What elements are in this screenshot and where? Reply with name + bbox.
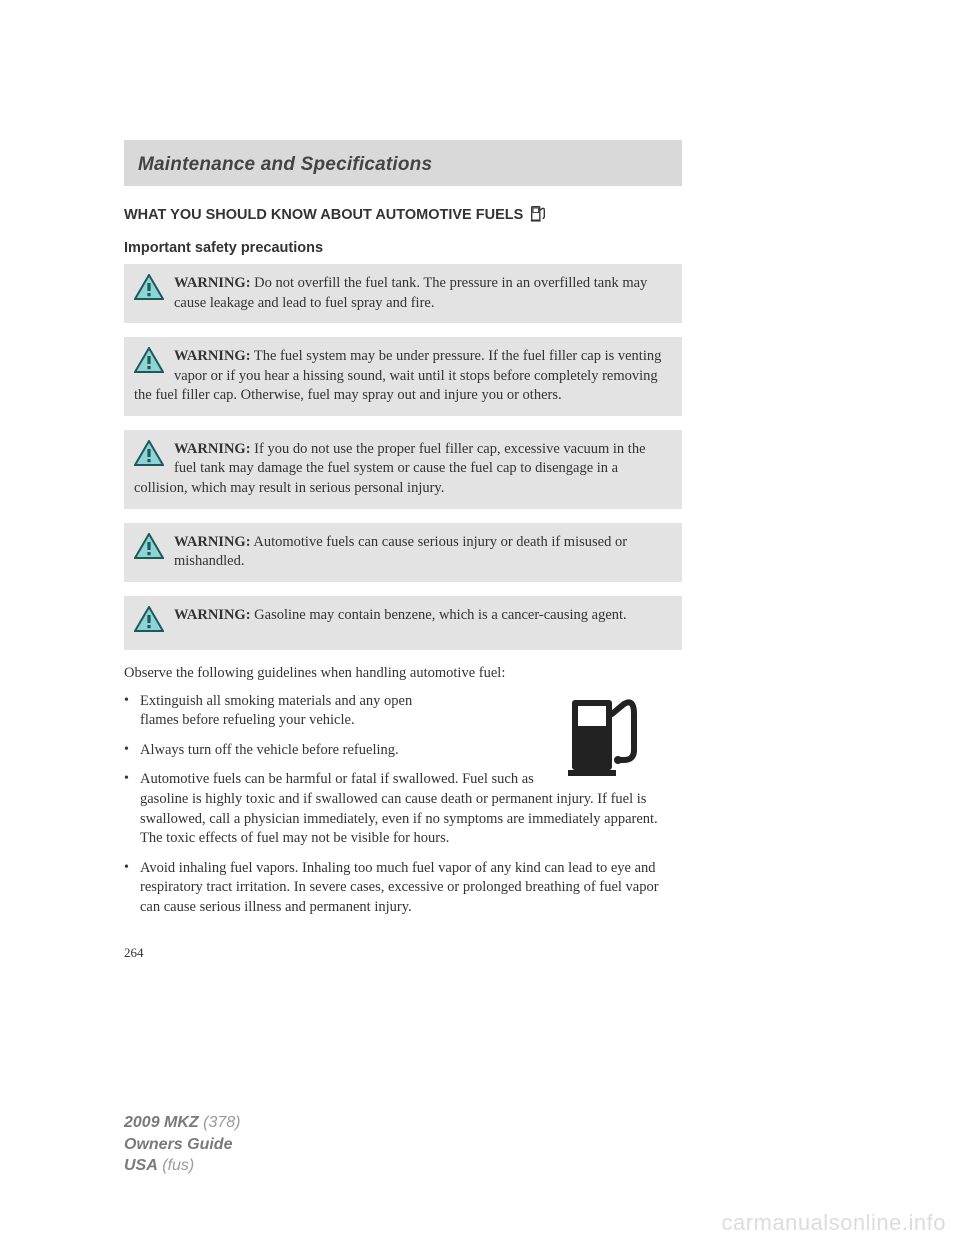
subheading: Important safety precautions — [124, 240, 682, 256]
section-title-row: WHAT YOU SHOULD KNOW ABOUT AUTOMOTIVE FU… — [124, 204, 682, 226]
warning-triangle-icon — [134, 606, 164, 639]
fuel-pump-icon — [529, 204, 547, 226]
warning-triangle-icon — [134, 533, 164, 566]
list-item-text: Extinguish all smoking materials and any… — [140, 693, 412, 729]
warning-label: WARNING: — [174, 441, 251, 457]
watermark: carmanualsonline.info — [721, 1210, 946, 1236]
page-number: 264 — [124, 945, 682, 961]
warning-box-3: WARNING: If you do not use the proper fu… — [124, 430, 682, 509]
warning-triangle-icon — [134, 274, 164, 307]
list-item-text: Automotive fuels can be harmful or fatal… — [140, 771, 658, 846]
fuel-pump-icon — [564, 694, 642, 783]
footer-code: (378) — [203, 1114, 240, 1131]
warning-box-1: WARNING: Do not overfill the fuel tank. … — [124, 264, 682, 323]
footer-fus: (fus) — [162, 1157, 194, 1174]
footer-model: 2009 MKZ — [124, 1114, 199, 1131]
list-item-text: Always turn off the vehicle before refue… — [140, 742, 399, 758]
footer-guide: Owners Guide — [124, 1134, 241, 1156]
warning-text: Gasoline may contain benzene, which is a… — [251, 607, 627, 623]
warning-label: WARNING: — [174, 607, 251, 623]
page-content: Maintenance and Specifications WHAT YOU … — [124, 140, 682, 961]
list-item: Extinguish all smoking materials and any… — [124, 692, 424, 731]
list-item-text: Avoid inhaling fuel vapors. Inhaling too… — [140, 860, 659, 915]
section-title-text: WHAT YOU SHOULD KNOW ABOUT AUTOMOTIVE FU… — [124, 207, 523, 223]
footer-line-1: 2009 MKZ (378) — [124, 1112, 241, 1134]
list-item: Automotive fuels can be harmful or fatal… — [124, 770, 682, 848]
chapter-title: Maintenance and Specifications — [138, 154, 432, 175]
list-item: Always turn off the vehicle before refue… — [124, 741, 424, 761]
warning-label: WARNING: — [174, 534, 251, 550]
warning-triangle-icon — [134, 347, 164, 380]
footer-line-3: USA (fus) — [124, 1155, 241, 1177]
guidelines-block: Extinguish all smoking materials and any… — [124, 692, 682, 928]
warning-triangle-icon — [134, 440, 164, 473]
document-page: Maintenance and Specifications WHAT YOU … — [0, 0, 960, 1242]
footer-block: 2009 MKZ (378) Owners Guide USA (fus) — [124, 1112, 241, 1177]
warning-label: WARNING: — [174, 275, 251, 291]
intro-line: Observe the following guidelines when ha… — [124, 664, 682, 684]
warning-box-5: WARNING: Gasoline may contain benzene, w… — [124, 596, 682, 651]
chapter-header-band: Maintenance and Specifications — [124, 140, 682, 186]
warning-box-2: WARNING: The fuel system may be under pr… — [124, 337, 682, 416]
warning-box-4: WARNING: Automotive fuels can cause seri… — [124, 523, 682, 582]
warning-label: WARNING: — [174, 348, 251, 364]
footer-usa: USA — [124, 1157, 158, 1174]
list-item: Avoid inhaling fuel vapors. Inhaling too… — [124, 859, 682, 918]
